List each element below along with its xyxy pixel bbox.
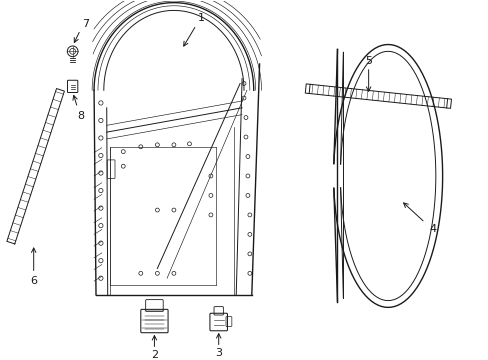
Text: 5: 5 [365, 56, 371, 66]
Text: 7: 7 [81, 19, 89, 29]
Text: 2: 2 [151, 350, 158, 360]
Text: 8: 8 [77, 111, 84, 121]
Text: 4: 4 [428, 224, 436, 234]
Text: 6: 6 [30, 276, 37, 286]
Text: 1: 1 [197, 13, 204, 23]
Text: 3: 3 [215, 348, 222, 358]
